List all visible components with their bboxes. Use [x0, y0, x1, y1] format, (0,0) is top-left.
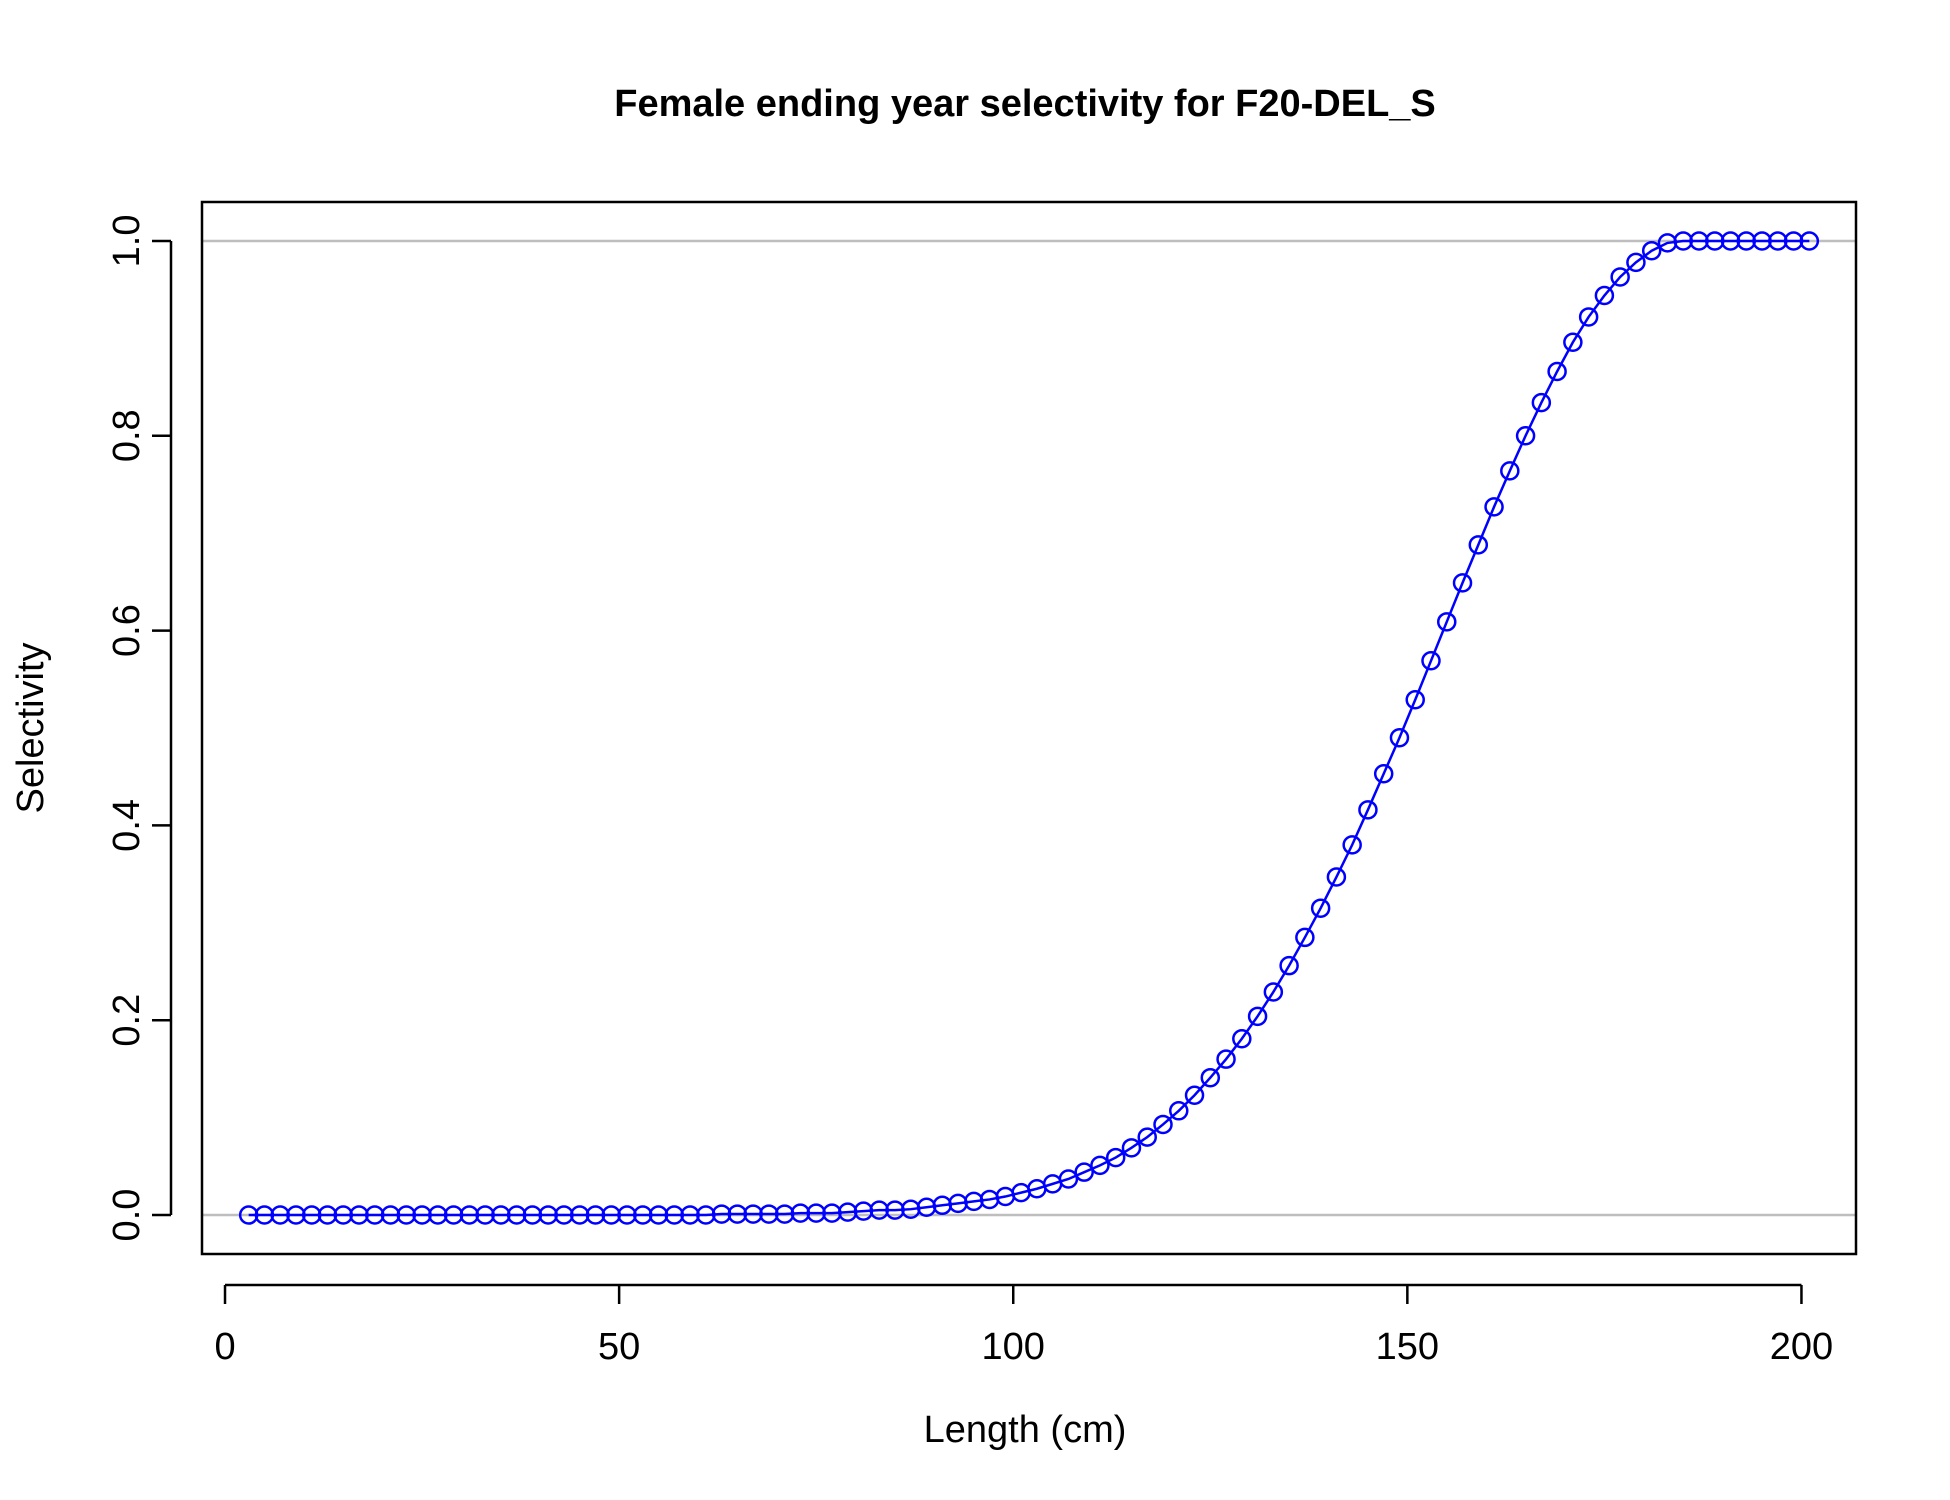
data-point [1216, 1049, 1236, 1069]
data-point [1074, 1162, 1094, 1182]
data-point [1105, 1147, 1126, 1168]
reference-lines [202, 239, 1856, 1217]
data-point [1153, 1114, 1173, 1135]
data-point [1090, 1155, 1110, 1176]
data-points [238, 231, 1820, 1225]
data-point [1232, 1028, 1252, 1049]
data-point [1200, 1067, 1221, 1088]
series-line-group [248, 239, 1810, 1217]
data-point [1389, 727, 1410, 748]
data-point [1358, 800, 1378, 820]
data-point [1531, 392, 1552, 413]
data-point [1594, 285, 1615, 306]
data-point [1310, 898, 1331, 918]
x-axis-label: Length (cm) [924, 1409, 1127, 1451]
data-point [1641, 240, 1662, 261]
x-tick-label: 100 [982, 1326, 1045, 1368]
x-tick-label: 0 [214, 1326, 235, 1368]
x-tick-label: 50 [598, 1326, 640, 1368]
data-point [1500, 461, 1520, 481]
data-point [1121, 1138, 1142, 1158]
data-point [1169, 1101, 1189, 1121]
y-tick-label: 1.0 [106, 215, 148, 268]
data-point [1610, 267, 1630, 287]
data-point [1247, 1006, 1268, 1027]
data-point [1626, 252, 1646, 273]
data-point [1578, 307, 1599, 327]
y-tick-label: 0.0 [106, 1189, 148, 1242]
x-axis: 0 50 100 150 200 [214, 1283, 1833, 1368]
chart-title: Female ending year selectivity for F20-D… [614, 83, 1436, 125]
y-tick-label: 0.4 [106, 799, 148, 852]
data-point [1137, 1127, 1157, 1147]
data-point [1515, 426, 1536, 446]
data-point [1342, 835, 1362, 855]
data-point [1279, 955, 1299, 976]
data-point [1326, 867, 1347, 887]
data-point [1484, 497, 1504, 517]
data-point [1547, 361, 1567, 382]
data-point [1421, 651, 1441, 671]
data-point [1373, 764, 1394, 784]
data-point [1058, 1169, 1079, 1189]
series-line [248, 239, 1810, 1217]
y-tick-label: 0.2 [106, 994, 148, 1047]
data-point [1405, 690, 1425, 710]
data-point [1437, 612, 1457, 632]
data-point [1563, 332, 1583, 353]
y-tick-label: 0.8 [106, 409, 148, 462]
data-point [1295, 927, 1315, 948]
x-tick-label: 200 [1770, 1326, 1833, 1368]
data-point [1452, 573, 1473, 593]
data-point [1184, 1085, 1205, 1105]
data-point [1799, 231, 1820, 251]
x-tick-label: 150 [1376, 1326, 1439, 1368]
y-axis-label: Selectivity [10, 642, 52, 813]
plot-frame [200, 200, 1858, 1256]
data-point [1468, 535, 1489, 555]
data-point [1263, 982, 1284, 1002]
y-axis: 0.0 0.2 0.4 0.6 0.8 1.0 [106, 215, 173, 1242]
y-tick-label: 0.6 [106, 604, 148, 657]
